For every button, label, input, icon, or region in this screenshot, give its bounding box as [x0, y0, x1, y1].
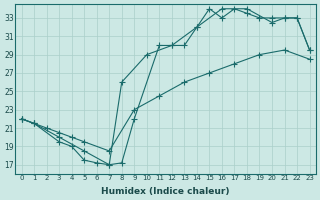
X-axis label: Humidex (Indice chaleur): Humidex (Indice chaleur)	[101, 187, 230, 196]
